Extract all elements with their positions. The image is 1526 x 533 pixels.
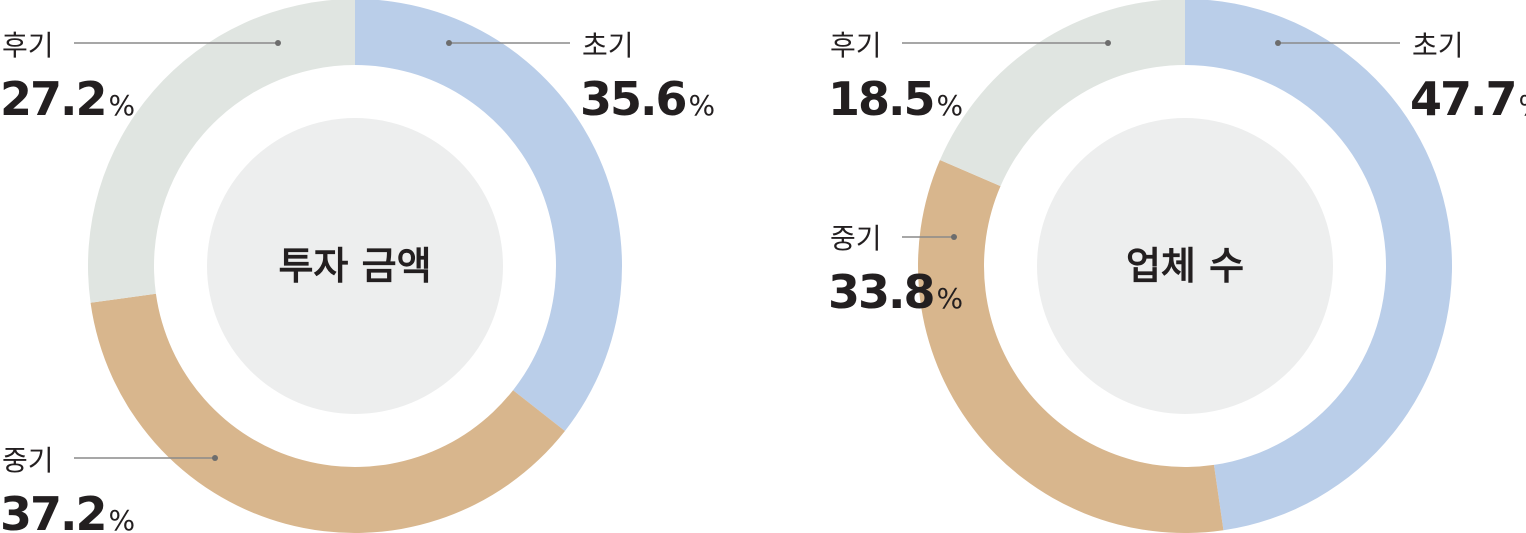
center-disc <box>1037 118 1333 414</box>
leader-dot <box>275 40 281 46</box>
center-disc <box>207 118 503 414</box>
value-label: 35.6% <box>580 72 715 126</box>
unit-label: % <box>937 89 964 122</box>
category-label: 후기 <box>830 29 882 62</box>
chart-title: 투자 금액 <box>278 244 431 288</box>
donut-chart-1: 투자 금액 초기 35.6 % 중기 37.2 % 후기 27.2% <box>0 0 715 533</box>
category-label: 초기 <box>1412 29 1464 62</box>
value-label: 27.2% <box>0 72 135 126</box>
slice-early <box>355 0 622 431</box>
value-label: 37.2% <box>0 487 135 533</box>
slice-late <box>939 0 1185 187</box>
label-mid: 중기 37.2% <box>0 444 218 533</box>
slice-mid <box>918 159 1224 533</box>
slice-early <box>1185 0 1452 531</box>
unit-label: % <box>689 89 716 122</box>
unit-label: % <box>109 504 136 533</box>
value-label: 47.7% <box>1410 72 1526 126</box>
unit-label: % <box>1519 89 1526 122</box>
leader-dot <box>1105 40 1111 46</box>
unit-label: % <box>109 89 136 122</box>
category-label: 후기 <box>2 29 54 62</box>
category-label: 중기 <box>2 444 54 477</box>
category-label: 초기 <box>582 29 634 62</box>
label-mid: 중기 33.8% <box>828 222 963 319</box>
label-early: 초기 47.7% <box>1275 29 1526 126</box>
donut-chart-2: 업체 수 초기 47.7% 중기 33.8% 후기 18.5% <box>828 0 1526 533</box>
category-label: 중기 <box>830 222 882 255</box>
unit-label: % <box>937 282 964 315</box>
slice-late <box>88 0 355 303</box>
value-label: 18.5% <box>828 72 963 126</box>
leader-dot <box>212 455 218 461</box>
chart-title: 업체 수 <box>1126 244 1244 288</box>
leader-dot <box>951 234 957 240</box>
slice-mid <box>90 293 565 533</box>
leader-dot <box>1275 40 1281 46</box>
value-label: 33.8% <box>828 265 963 319</box>
leader-dot <box>446 40 452 46</box>
